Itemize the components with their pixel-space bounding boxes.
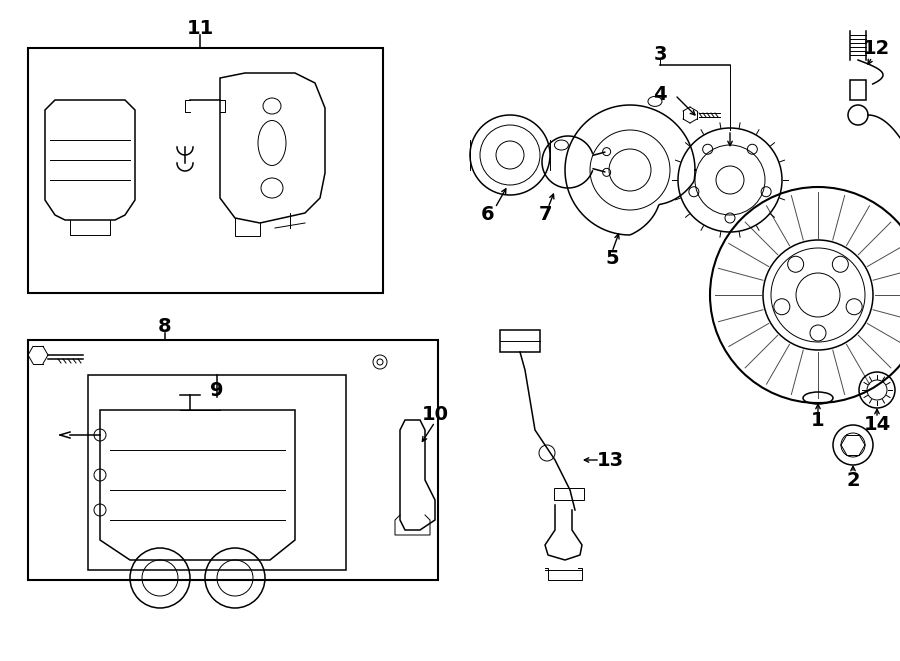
Bar xyxy=(88,375,346,570)
Text: 14: 14 xyxy=(863,416,891,434)
Text: 2: 2 xyxy=(846,471,860,490)
Text: 12: 12 xyxy=(862,38,889,58)
Bar xyxy=(28,48,383,293)
Text: 7: 7 xyxy=(539,206,553,225)
Text: 11: 11 xyxy=(186,19,213,38)
Bar xyxy=(28,340,438,580)
Bar xyxy=(554,488,584,500)
Text: 4: 4 xyxy=(653,85,667,104)
Text: 8: 8 xyxy=(158,317,172,336)
Text: 6: 6 xyxy=(482,206,495,225)
Text: 1: 1 xyxy=(811,410,824,430)
Text: 10: 10 xyxy=(421,405,448,424)
Bar xyxy=(500,330,540,352)
Text: 13: 13 xyxy=(597,451,624,469)
Text: 3: 3 xyxy=(653,46,667,65)
Text: 5: 5 xyxy=(605,249,619,268)
Bar xyxy=(850,80,866,100)
Text: 9: 9 xyxy=(211,381,224,399)
